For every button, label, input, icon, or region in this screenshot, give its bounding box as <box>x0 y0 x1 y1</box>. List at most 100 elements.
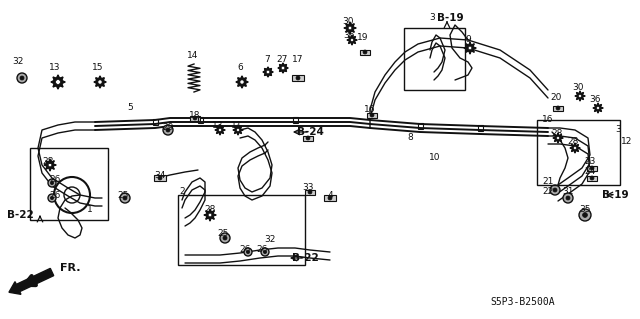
Circle shape <box>51 182 54 185</box>
Text: 18: 18 <box>189 110 201 120</box>
Text: 29: 29 <box>163 123 173 132</box>
Circle shape <box>553 188 557 192</box>
Text: 20: 20 <box>550 93 562 102</box>
Circle shape <box>158 176 162 180</box>
Circle shape <box>120 193 130 203</box>
Text: 26: 26 <box>256 246 268 255</box>
Circle shape <box>308 190 312 194</box>
Text: 26: 26 <box>49 191 61 201</box>
FancyArrow shape <box>9 268 54 294</box>
Bar <box>293 117 298 123</box>
Bar <box>154 175 166 181</box>
Bar <box>178 195 305 265</box>
Text: 32: 32 <box>12 57 24 66</box>
Text: 35: 35 <box>579 205 591 214</box>
Text: 22: 22 <box>542 188 554 197</box>
Circle shape <box>328 196 332 200</box>
Text: B-19: B-19 <box>602 190 628 200</box>
Circle shape <box>51 197 54 200</box>
Bar <box>30 148 108 220</box>
Text: 13: 13 <box>212 121 224 130</box>
Circle shape <box>348 26 352 30</box>
Text: S5P3-B2500A: S5P3-B2500A <box>490 297 555 307</box>
Polygon shape <box>575 91 585 101</box>
Circle shape <box>266 70 270 74</box>
Circle shape <box>48 194 56 202</box>
Bar <box>367 113 377 118</box>
Polygon shape <box>215 125 225 135</box>
Text: 14: 14 <box>188 51 198 61</box>
Circle shape <box>579 94 582 98</box>
Text: 2: 2 <box>179 188 185 197</box>
Circle shape <box>166 128 170 132</box>
Circle shape <box>261 248 269 256</box>
Text: 36: 36 <box>589 95 601 105</box>
Bar <box>303 136 313 141</box>
Text: 9: 9 <box>465 35 471 44</box>
Bar <box>153 119 158 125</box>
Bar <box>360 50 370 55</box>
Circle shape <box>208 213 212 217</box>
Bar <box>553 106 563 111</box>
Bar <box>418 123 423 129</box>
Circle shape <box>306 136 310 140</box>
Circle shape <box>566 196 570 200</box>
Circle shape <box>590 176 594 180</box>
Circle shape <box>48 179 56 187</box>
Text: 28: 28 <box>567 137 579 146</box>
Circle shape <box>370 113 374 117</box>
Circle shape <box>17 73 27 83</box>
Text: 7: 7 <box>264 56 270 64</box>
Polygon shape <box>44 159 56 171</box>
Polygon shape <box>204 209 216 221</box>
Bar <box>404 28 465 90</box>
Text: 16: 16 <box>542 115 554 124</box>
Text: 26: 26 <box>239 246 251 255</box>
Text: 30: 30 <box>342 18 354 26</box>
Bar <box>587 166 597 171</box>
Text: 25: 25 <box>218 228 228 238</box>
Circle shape <box>563 193 573 203</box>
Circle shape <box>550 185 560 195</box>
Text: 3: 3 <box>615 125 621 135</box>
Text: B-22: B-22 <box>292 253 318 263</box>
Text: 27: 27 <box>276 56 288 64</box>
Circle shape <box>56 80 60 85</box>
Bar <box>478 125 483 131</box>
Text: 3: 3 <box>429 13 435 23</box>
Polygon shape <box>233 125 243 135</box>
Circle shape <box>579 209 591 221</box>
Polygon shape <box>263 67 273 77</box>
Circle shape <box>590 166 594 170</box>
Circle shape <box>573 146 577 150</box>
Bar <box>198 117 203 123</box>
Circle shape <box>20 76 24 80</box>
Circle shape <box>218 129 221 131</box>
Polygon shape <box>570 143 580 153</box>
Text: 33: 33 <box>302 183 314 192</box>
Polygon shape <box>51 75 65 89</box>
Text: 12: 12 <box>621 137 633 146</box>
Text: 8: 8 <box>407 133 413 143</box>
Text: FR.: FR. <box>60 263 81 273</box>
Circle shape <box>240 80 244 84</box>
Text: 36: 36 <box>343 31 355 40</box>
Circle shape <box>363 50 367 54</box>
Circle shape <box>557 137 559 139</box>
Circle shape <box>123 196 127 200</box>
Text: 34: 34 <box>154 170 166 180</box>
Circle shape <box>596 107 600 109</box>
Bar <box>292 75 304 81</box>
Text: 10: 10 <box>429 153 441 162</box>
Circle shape <box>556 106 560 110</box>
Circle shape <box>351 39 353 41</box>
Circle shape <box>468 46 472 50</box>
Circle shape <box>281 66 285 70</box>
Polygon shape <box>236 76 248 88</box>
Circle shape <box>246 250 250 254</box>
Text: 11: 11 <box>231 121 243 130</box>
Circle shape <box>220 233 230 243</box>
Text: 28: 28 <box>204 205 216 214</box>
Bar <box>190 116 200 121</box>
Text: 4: 4 <box>327 190 333 199</box>
